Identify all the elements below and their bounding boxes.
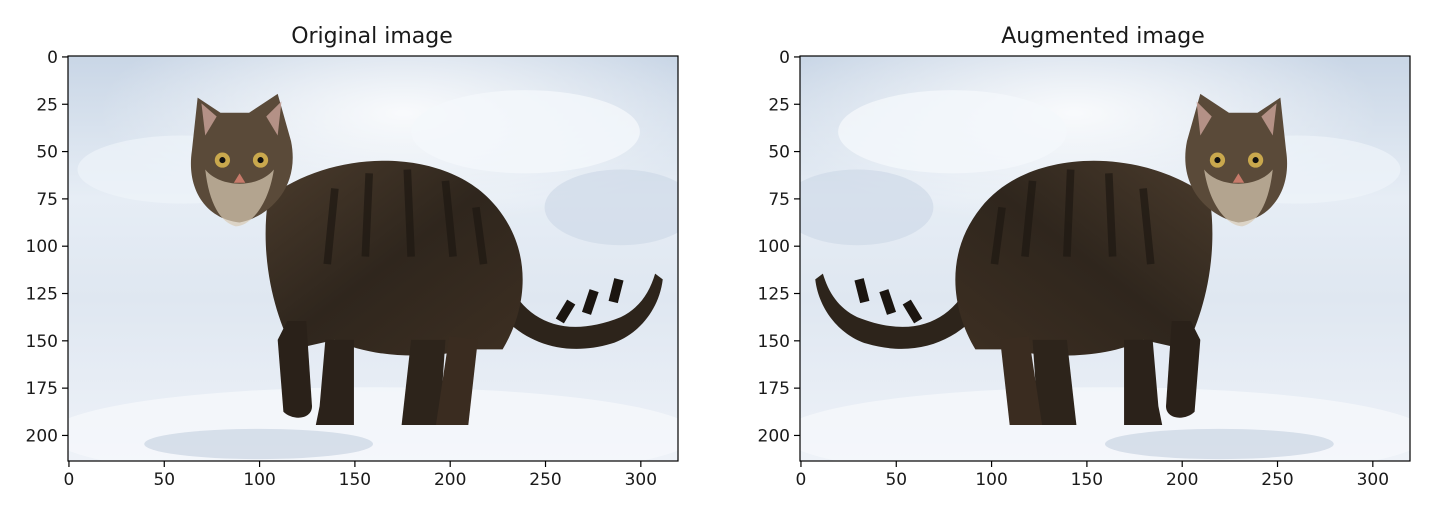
- original-axes-frame: [67, 55, 679, 462]
- y-tick-label: 125: [758, 285, 790, 305]
- augmented-axes-frame: [799, 55, 1411, 462]
- original-axes-ticks: 0 50 100 150 200 250 300 0 25 50 75 100 125 150 175 200: [26, 48, 658, 490]
- x-tick-label: 100: [243, 470, 275, 490]
- augmented-image-panel: Augmented image 0 50 100 150 200 250 300 0 25 50 7…: [758, 24, 1429, 490]
- y-tick-label: 200: [758, 426, 790, 446]
- y-tick-label: 75: [36, 190, 58, 210]
- y-tick-label: 100: [26, 237, 58, 257]
- original-image-title: Original image: [291, 24, 453, 49]
- x-tick-label: 300: [1357, 470, 1389, 490]
- y-tick-label: 200: [26, 426, 58, 446]
- y-tick-label: 50: [768, 143, 790, 163]
- x-tick-label: 0: [64, 470, 75, 490]
- y-tick-label: 0: [779, 48, 790, 68]
- y-tick-label: 50: [36, 143, 58, 163]
- x-tick-label: 250: [1261, 470, 1293, 490]
- x-tick-label: 100: [975, 470, 1007, 490]
- x-tick-label: 250: [529, 470, 561, 490]
- y-tick-label: 100: [758, 237, 790, 257]
- x-tick-label: 300: [625, 470, 657, 490]
- x-tick-label: 150: [339, 470, 371, 490]
- original-image-panel: Original image 0 50 100 150 200 250 300 0 25 50 75…: [26, 24, 697, 490]
- y-tick-label: 125: [26, 285, 58, 305]
- y-tick-label: 25: [768, 95, 790, 115]
- x-tick-label: 0: [796, 470, 807, 490]
- augmented-cat-photo: [781, 56, 1429, 482]
- y-tick-label: 175: [758, 379, 790, 399]
- y-tick-label: 0: [47, 48, 58, 68]
- y-tick-label: 75: [768, 190, 790, 210]
- y-tick-label: 150: [26, 332, 58, 352]
- x-tick-label: 50: [153, 470, 175, 490]
- y-tick-label: 25: [36, 95, 58, 115]
- x-tick-label: 50: [885, 470, 907, 490]
- y-tick-label: 175: [26, 379, 58, 399]
- augmented-axes-ticks: 0 50 100 150 200 250 300 0 25 50 75 100 125 150 175 200: [758, 48, 1390, 490]
- x-tick-label: 200: [1166, 470, 1198, 490]
- x-tick-label: 200: [434, 470, 466, 490]
- y-tick-label: 150: [758, 332, 790, 352]
- x-tick-label: 150: [1071, 470, 1103, 490]
- original-cat-photo: [49, 56, 697, 482]
- augmented-image-title: Augmented image: [1001, 24, 1205, 49]
